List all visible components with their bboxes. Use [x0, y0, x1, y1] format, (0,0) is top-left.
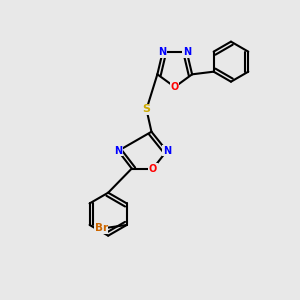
- Text: O: O: [171, 82, 179, 92]
- Text: Br: Br: [94, 223, 108, 233]
- Text: S: S: [142, 104, 151, 114]
- Text: N: N: [163, 146, 171, 156]
- Text: N: N: [114, 146, 122, 156]
- Text: N: N: [159, 47, 167, 57]
- Text: N: N: [183, 47, 191, 57]
- Text: O: O: [149, 164, 157, 173]
